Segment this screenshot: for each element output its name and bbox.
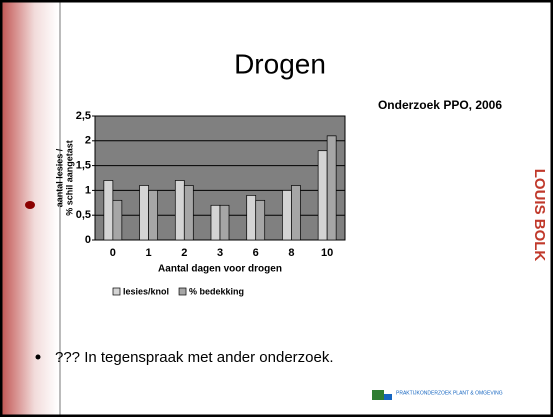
bar [183, 185, 194, 241]
bar [210, 204, 221, 241]
bar [139, 185, 149, 241]
slide-title: Drogen [234, 48, 326, 79]
legend-swatch [112, 287, 121, 296]
bar [246, 195, 257, 241]
y-axis-label: % schil aangetast [64, 140, 74, 216]
logo-icon [372, 390, 384, 400]
x-tick-label: 8 [288, 247, 294, 259]
logo-right: LOUIS BOLK [531, 169, 548, 262]
x-tick-label: 0 [110, 247, 116, 259]
bar [103, 180, 114, 241]
y-axis-label: aantal lesies / [54, 148, 64, 207]
bar [219, 204, 230, 241]
bar [148, 190, 158, 241]
y-tick-label: 2 [85, 135, 91, 147]
x-tick-label: 6 [253, 247, 259, 259]
x-tick-label: 10 [321, 247, 333, 259]
bar [291, 185, 301, 241]
source: Onderzoek PPO, 2006 [378, 98, 502, 112]
bar [112, 199, 123, 241]
bar [317, 150, 328, 241]
band-dot [25, 201, 35, 209]
y-tick-label: 1 [85, 184, 91, 196]
legend-label: lesies/knol [123, 286, 169, 296]
chart: 0 0,5 1 1,5 2 2,5 0 1 2 3 6 8 10 Aantal dagen voor dr… [54, 110, 346, 296]
bullet-dot [35, 354, 41, 360]
bar [255, 199, 266, 241]
bar [174, 180, 185, 241]
bullet: ??? In tegenspraak met ander onderzoek. [55, 349, 334, 366]
y-tick-label: 2,5 [76, 110, 91, 122]
bar [282, 190, 292, 241]
logo-bottom: PRAKTIJKONDERZOEK PLANT & OMGEVING [396, 390, 503, 396]
x-tick-label: 1 [146, 247, 152, 259]
bar [326, 135, 337, 241]
x-axis-label: Aantal dagen voor drogen [158, 264, 282, 275]
y-tick-label: 0 [85, 234, 91, 246]
x-tick-label: 3 [217, 247, 223, 259]
y-tick-label: 1,5 [76, 160, 91, 172]
y-tick-label: 0,5 [76, 209, 91, 221]
x-tick-label: 2 [181, 247, 187, 259]
legend-swatch [178, 287, 187, 296]
logo-icon [384, 394, 392, 400]
legend-label: % bedekking [189, 286, 244, 296]
